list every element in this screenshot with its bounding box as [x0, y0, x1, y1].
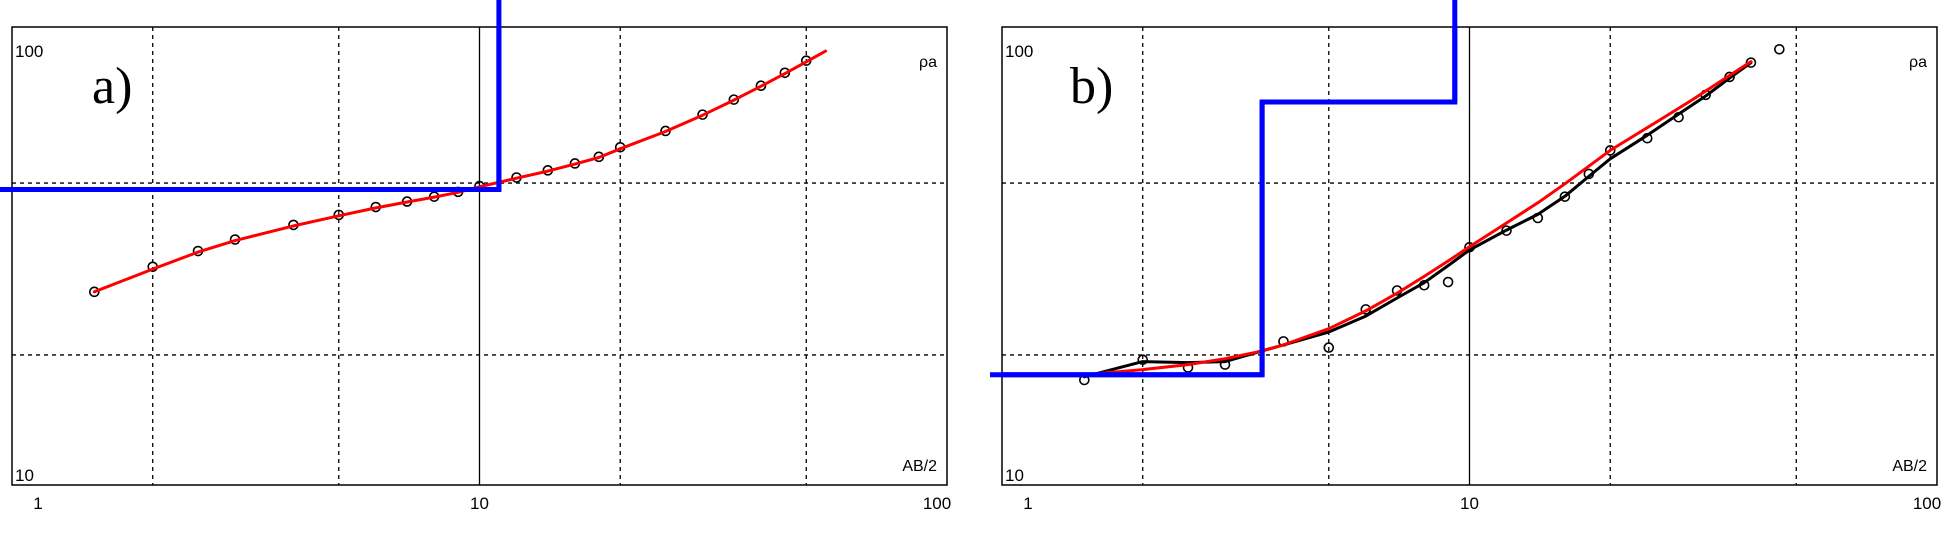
y-axis-label: ρa [919, 54, 937, 71]
data-point [1442, 276, 1454, 288]
tick-labels: 1 10 100 100 10 [15, 42, 951, 513]
chart-panel-a: 1 10 100 100 10 ρa AB/2 a) [0, 0, 960, 543]
panel-label: b) [1070, 58, 1113, 115]
y-tick-label: 10 [1005, 466, 1024, 485]
y-tick-label: 100 [15, 42, 43, 61]
observed-points [1079, 43, 1785, 386]
chart-plot-area: 1 10 100 100 10 ρa AB/2 a) [0, 0, 951, 513]
chart-plot-area: 1 10 100 100 10 ρa AB/2 b) [990, 0, 1941, 513]
data-point [755, 80, 767, 92]
x-tick-label: 100 [1913, 494, 1941, 513]
data-point [1774, 43, 1785, 55]
x-tick-label: 100 [923, 494, 951, 513]
grid-lines [12, 27, 947, 485]
grid-lines [1002, 27, 1937, 485]
chart-b-svg: 1 10 100 100 10 ρa AB/2 b) [990, 0, 1941, 513]
data-point [1745, 57, 1757, 68]
data-point [1137, 354, 1149, 366]
data-point [1323, 342, 1335, 353]
y-tick-label: 10 [15, 466, 34, 485]
layer-model-line-outer [990, 0, 1458, 378]
chart-panel-b: 1 10 100 100 10 ρa AB/2 b) [990, 0, 1957, 543]
x-tick-label: 1 [33, 494, 42, 513]
x-tick-label: 10 [1460, 494, 1479, 513]
model-curve [1082, 60, 1753, 377]
panel-label: a) [92, 58, 132, 115]
x-tick-label: 10 [470, 494, 489, 513]
data-point [1501, 225, 1512, 236]
x-axis-label: AB/2 [902, 458, 937, 475]
layer-model-line-outer [0, 0, 502, 192]
data-point [1604, 145, 1616, 156]
x-tick-label: 1 [1023, 494, 1032, 513]
y-tick-label: 100 [1005, 42, 1033, 61]
y-axis-label: ρa [1909, 54, 1927, 71]
model-curve [92, 49, 828, 294]
tick-labels: 1 10 100 100 10 [1005, 42, 1941, 513]
data-point [89, 286, 100, 298]
data-point [1559, 191, 1571, 202]
x-axis-label: AB/2 [1892, 458, 1927, 475]
data-point [728, 94, 740, 105]
chart-a-svg: 1 10 100 100 10 ρa AB/2 a) [0, 0, 951, 513]
